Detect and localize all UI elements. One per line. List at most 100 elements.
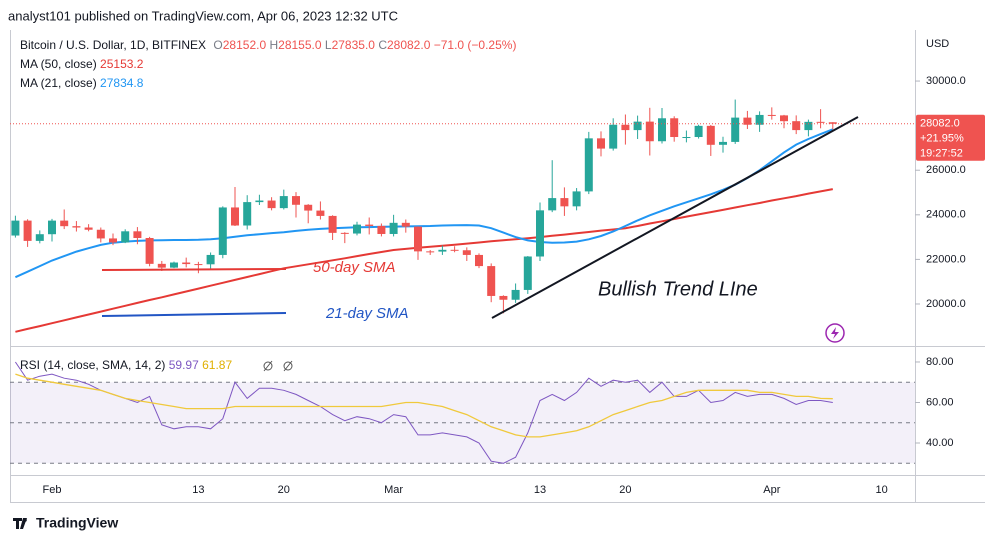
- x-tick-label: Feb: [43, 484, 62, 496]
- candle-body: [35, 234, 44, 241]
- candle-body: [816, 121, 825, 123]
- y-tick-label: 20000.0: [926, 298, 966, 310]
- x-tick-label: 20: [619, 484, 631, 496]
- legend-value: 27835.0: [332, 38, 376, 52]
- legend-value: 28082.0: [387, 38, 431, 52]
- candle-body: [767, 114, 776, 116]
- candle-body: [72, 226, 81, 228]
- candle-body: [109, 238, 117, 243]
- y-tick-label: 24000.0: [926, 209, 966, 221]
- candle-body: [11, 220, 20, 236]
- annotation: 50-day SMA: [313, 259, 396, 276]
- candle-body: [340, 232, 349, 234]
- candle-body: [548, 198, 557, 211]
- y-tick-label: 60.00: [926, 396, 954, 408]
- legend-value: 59.97: [169, 358, 199, 372]
- candle-body: [96, 229, 105, 239]
- candle-body: [170, 262, 178, 268]
- x-tick-label: Apr: [763, 484, 780, 496]
- drawing-line: [101, 268, 287, 271]
- legend-key: C: [378, 38, 387, 52]
- candle-body: [645, 121, 654, 142]
- rsi-line: [14, 361, 833, 464]
- candle-body: [316, 210, 325, 216]
- legend-change: −71.0 (−0.25%): [434, 38, 517, 52]
- candle-body: [426, 251, 435, 253]
- legend-key: O: [213, 38, 222, 52]
- x-tick-label: 20: [278, 484, 290, 496]
- candle-body: [706, 125, 715, 145]
- plot: [10, 99, 915, 464]
- candle-body: [719, 141, 727, 145]
- legend-name: RSI (14, close, SMA, 14, 2): [20, 358, 165, 372]
- ma-line: [14, 128, 834, 279]
- candle-body: [243, 202, 252, 226]
- y-tick-label: 22000.0: [926, 253, 966, 265]
- trend-line: [491, 116, 859, 319]
- candle-body: [621, 124, 630, 131]
- candle-body: [780, 115, 788, 122]
- x-tick-label: 13: [192, 484, 204, 496]
- candle-body: [206, 254, 215, 265]
- candle-body: [194, 264, 203, 266]
- candle-body: [145, 237, 154, 264]
- candle-body: [597, 138, 605, 149]
- legend-key: H: [269, 38, 278, 52]
- candle-body: [828, 122, 837, 124]
- drawing-line: [101, 312, 287, 317]
- legend-name: MA (21, close): [20, 76, 97, 90]
- icon: [825, 323, 845, 343]
- candle-body: [389, 222, 398, 234]
- legend-value: 25153.2: [100, 57, 144, 71]
- candle-body: [670, 118, 679, 138]
- candle-body: [804, 121, 813, 131]
- footer: TradingView: [36, 515, 118, 531]
- candle-body: [267, 200, 276, 209]
- annotation: 21-day SMA: [325, 305, 409, 322]
- candle-body: [462, 250, 471, 255]
- price-tag-text: 28082.0: [920, 118, 960, 130]
- candle-body: [133, 231, 142, 238]
- logo: [23, 518, 27, 522]
- candle-body: [121, 231, 130, 243]
- candle-body: [414, 226, 422, 252]
- y-tick-label: 26000.0: [926, 164, 966, 176]
- candle-body: [401, 222, 410, 227]
- currency: USD: [926, 38, 949, 50]
- ma-line: [15, 188, 833, 333]
- legend-value: 27834.8: [100, 76, 144, 90]
- icon: [263, 360, 273, 372]
- candle-body: [377, 225, 386, 234]
- candle-body: [218, 207, 227, 255]
- candle-body: [84, 227, 93, 230]
- legend-value: 28155.0: [278, 38, 322, 52]
- annotation: Bullish Trend LIne: [598, 278, 758, 300]
- y-tick-label: 40.00: [926, 437, 954, 449]
- candle-body: [279, 196, 288, 209]
- legend-value: 61.87: [202, 358, 232, 372]
- candle-body: [255, 200, 264, 203]
- candle-body: [633, 121, 642, 131]
- candle-body: [792, 121, 801, 131]
- candle-body: [450, 249, 459, 251]
- header: analyst101 published on TradingView.com,…: [8, 8, 398, 23]
- candle-body: [694, 125, 703, 138]
- icon: [283, 360, 293, 372]
- candle-body: [755, 114, 764, 125]
- y-tick-label: 80.00: [926, 356, 954, 368]
- candle-body: [731, 117, 740, 142]
- legend: MA (50, close) 25153.2: [20, 57, 144, 71]
- candle-body: [157, 263, 166, 268]
- price-tag-text: 19:27:52: [920, 148, 963, 160]
- legend-key: L: [325, 38, 332, 52]
- candle-body: [23, 220, 32, 241]
- candle-body: [682, 137, 691, 139]
- legend: RSI (14, close, SMA, 14, 2) 59.97 61.87: [20, 358, 232, 372]
- candle-body: [475, 254, 483, 267]
- legend: MA (21, close) 27834.8: [20, 76, 144, 90]
- legend-title: Bitcoin / U.S. Dollar, 1D, BITFINEX: [20, 38, 206, 52]
- candle-body: [658, 118, 666, 142]
- icon: [283, 361, 293, 371]
- candle-body: [292, 196, 300, 205]
